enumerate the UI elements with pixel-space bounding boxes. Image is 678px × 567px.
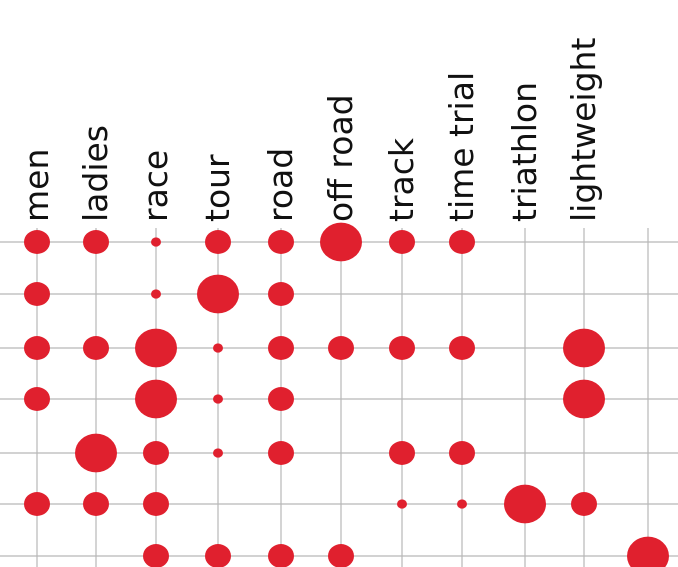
data-point bbox=[75, 433, 117, 473]
data-point bbox=[320, 222, 362, 262]
column-label: triathlon bbox=[505, 82, 544, 222]
data-point bbox=[268, 441, 294, 465]
data-point bbox=[151, 237, 161, 247]
data-point bbox=[205, 230, 231, 254]
data-point bbox=[328, 336, 354, 360]
data-point bbox=[571, 492, 597, 516]
column-label: road bbox=[261, 148, 300, 222]
data-point bbox=[389, 441, 415, 465]
data-point bbox=[83, 230, 109, 254]
data-point bbox=[563, 328, 605, 368]
data-point bbox=[397, 499, 407, 509]
data-point bbox=[389, 230, 415, 254]
data-point bbox=[83, 336, 109, 360]
data-point bbox=[143, 544, 169, 567]
data-point bbox=[389, 336, 415, 360]
column-label: tour bbox=[198, 154, 237, 222]
data-point bbox=[563, 379, 605, 419]
data-point bbox=[151, 289, 161, 299]
data-point bbox=[213, 448, 223, 458]
data-point bbox=[24, 336, 50, 360]
column-label: time trial bbox=[442, 72, 481, 222]
column-label: ladies bbox=[76, 125, 115, 222]
data-point bbox=[135, 328, 177, 368]
data-point bbox=[449, 336, 475, 360]
data-point bbox=[268, 336, 294, 360]
data-point bbox=[143, 492, 169, 516]
data-point bbox=[449, 441, 475, 465]
data-point bbox=[24, 492, 50, 516]
data-point bbox=[205, 544, 231, 567]
column-label: lightweight bbox=[564, 38, 603, 222]
column-label: men bbox=[17, 149, 56, 222]
data-point bbox=[24, 387, 50, 411]
data-point bbox=[24, 282, 50, 306]
data-point bbox=[449, 230, 475, 254]
data-point bbox=[197, 274, 239, 314]
data-point bbox=[504, 484, 546, 524]
data-point bbox=[268, 544, 294, 567]
data-point bbox=[135, 379, 177, 419]
data-point bbox=[268, 387, 294, 411]
data-point bbox=[24, 230, 50, 254]
data-point bbox=[213, 394, 223, 404]
data-point bbox=[328, 544, 354, 567]
data-points bbox=[24, 222, 669, 567]
data-point bbox=[268, 282, 294, 306]
data-point bbox=[213, 343, 223, 353]
data-point bbox=[83, 492, 109, 516]
column-label: off road bbox=[321, 94, 360, 222]
data-point bbox=[457, 499, 467, 509]
data-point bbox=[143, 441, 169, 465]
data-point bbox=[627, 536, 669, 567]
data-point bbox=[268, 230, 294, 254]
column-label: track bbox=[382, 137, 421, 222]
column-label: race bbox=[136, 150, 175, 222]
column-labels: men ladies race tour road off road track… bbox=[17, 38, 603, 222]
